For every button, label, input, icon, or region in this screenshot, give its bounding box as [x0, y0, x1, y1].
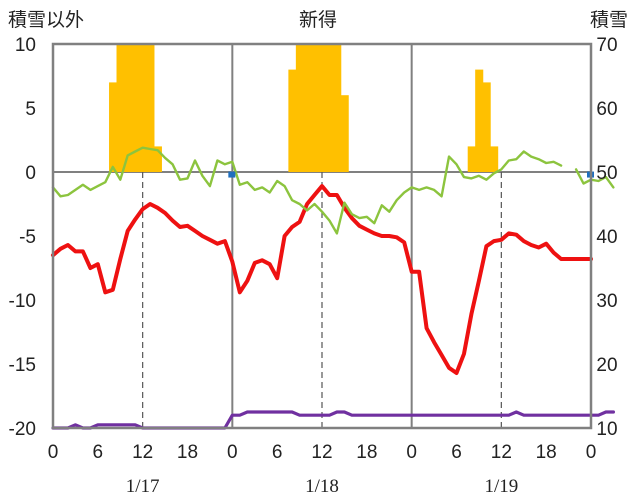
snowfall-bar — [325, 44, 334, 172]
snowfall-bar — [123, 44, 133, 172]
snowfall-bar — [475, 69, 484, 172]
green_line-line — [51, 146, 563, 235]
right-axis-title: 積雪 — [590, 9, 628, 31]
right-tick-label: 20 — [596, 355, 617, 376]
right-tick-label: 30 — [596, 291, 617, 312]
snowfall-bar — [333, 44, 342, 172]
x-tick-label: 18 — [356, 442, 377, 463]
right-axis-ticks: 70 60 50 40 30 20 10 — [596, 35, 617, 440]
chart-title: 新得 — [299, 9, 337, 31]
x-tick-label: 0 — [227, 442, 238, 463]
snowfall-bar — [109, 82, 118, 172]
data-marker — [228, 171, 236, 178]
snowfall-bar — [146, 44, 155, 172]
x-tick-label: 0 — [48, 442, 59, 463]
left-tick-label: 0 — [25, 163, 36, 184]
right-tick-label: 10 — [596, 419, 617, 440]
left-tick-label: 10 — [15, 35, 36, 56]
x-tick-label: 12 — [491, 442, 512, 463]
x-tick-label: 0 — [406, 442, 417, 463]
plot-frame — [51, 42, 593, 430]
green_line-line — [574, 168, 615, 189]
snowfall-bar — [138, 44, 148, 172]
right-tick-label: 40 — [596, 227, 617, 248]
date-labels: 1/17 1/18 1/19 — [126, 476, 518, 497]
left-tick-label: 5 — [25, 99, 36, 120]
snowfall-bar — [153, 146, 162, 172]
snowfall-bar — [295, 44, 304, 172]
left-tick-label: -15 — [9, 355, 36, 376]
right-tick-label: 50 — [596, 163, 617, 184]
x-tick-label: 6 — [93, 442, 104, 463]
right-tick-label: 60 — [596, 99, 617, 120]
series-lines — [51, 146, 616, 430]
snowfall-bar — [116, 44, 125, 172]
snowfall-bar — [467, 146, 476, 172]
date-label: 1/19 — [484, 476, 518, 497]
left-tick-label: -5 — [19, 227, 36, 248]
left-tick-label: -10 — [9, 291, 36, 312]
snowfall-bar — [131, 44, 140, 172]
right-tick-label: 70 — [596, 35, 617, 56]
x-axis-ticks: 0 6 12 18 0 6 12 18 0 6 12 18 0 — [48, 442, 597, 463]
left-tick-label: -20 — [9, 419, 36, 440]
x-tick-label: 6 — [451, 442, 462, 463]
left-axis-title: 積雪以外 — [8, 9, 84, 31]
date-label: 1/18 — [305, 476, 339, 497]
x-tick-label: 18 — [536, 442, 557, 463]
x-tick-label: 0 — [586, 442, 597, 463]
snowfall-bar — [490, 146, 499, 172]
plot-border — [51, 42, 593, 430]
snowfall-bar — [318, 44, 327, 172]
x-tick-label: 6 — [272, 442, 283, 463]
snowfall-bar — [288, 69, 297, 172]
date-label: 1/17 — [126, 476, 160, 497]
snowfall-bar — [340, 95, 349, 172]
snowfall-bar — [310, 44, 319, 172]
purple_line-line — [51, 410, 616, 430]
snowfall-bar — [303, 44, 312, 172]
temperature-line — [51, 184, 593, 375]
x-tick-label: 12 — [132, 442, 153, 463]
x-tick-label: 12 — [311, 442, 332, 463]
snowfall-bar — [482, 82, 491, 172]
x-tick-label: 18 — [177, 442, 198, 463]
left-axis-ticks: 10 5 0 -5 -10 -15 -20 — [9, 35, 36, 440]
snowfall-bars — [109, 44, 499, 172]
